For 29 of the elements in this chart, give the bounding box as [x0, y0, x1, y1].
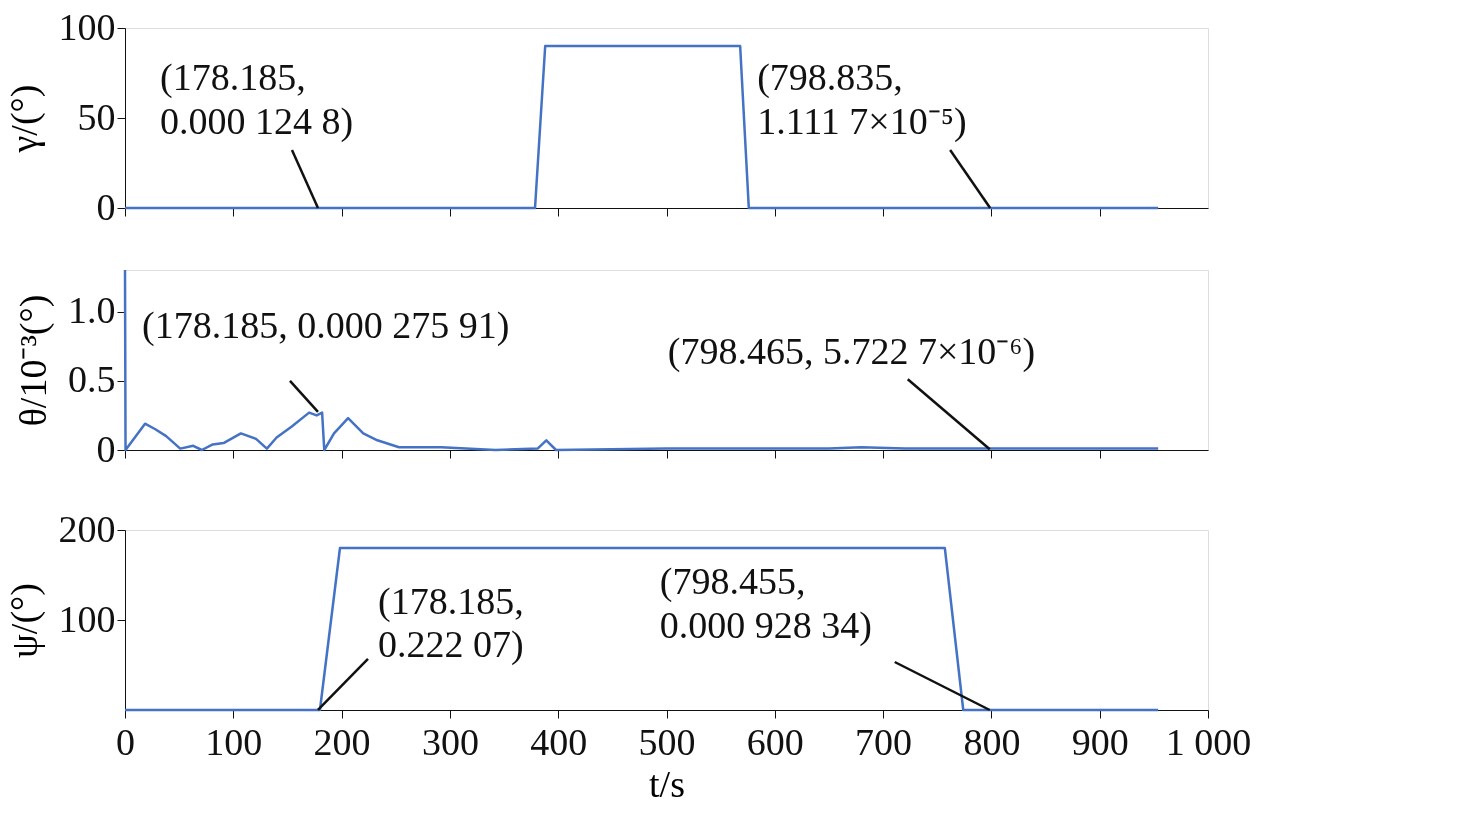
annotation: (178.185, 0.000 275 91): [141, 303, 510, 347]
annotation: (178.185, 0.222 07): [377, 579, 524, 667]
annotation: (178.185, 0.000 124 8): [159, 56, 354, 143]
annotation: (798.835, 1.111 7×10⁻⁵): [757, 56, 967, 143]
annotation: (798.465, 5.722 7×10⁻⁶): [667, 330, 1036, 374]
x-tick-label: 1 000: [1165, 720, 1252, 763]
y-tick-label: 200: [58, 507, 116, 550]
annotation: (798.455, 0.000 928 34): [659, 560, 872, 647]
y-tick-label: 50: [77, 95, 116, 138]
x-tick-label: 400: [530, 720, 588, 763]
y-tick-label: 100: [58, 597, 116, 640]
y-axis-title: ψ/(°): [2, 583, 46, 658]
x-tick-label: 600: [746, 720, 804, 763]
y-tick-label: 0: [96, 427, 116, 470]
x-tick-label: 100: [205, 720, 263, 763]
line-series: [123, 268, 1160, 452]
y-tick-label: 0: [96, 185, 116, 228]
x-tick-label: 500: [638, 720, 696, 763]
y-tick-label: 0.5: [68, 358, 116, 401]
y-tick-label: 1.0: [68, 289, 116, 332]
y-axis-title: γ/(°): [2, 84, 46, 154]
x-axis-title: t/s: [649, 762, 685, 805]
x-tick-label: 200: [313, 720, 371, 763]
x-tick-label: 800: [963, 720, 1021, 763]
x-tick-label: 700: [855, 720, 913, 763]
y-axis-title: θ/10⁻³(°): [12, 294, 55, 427]
x-tick-label: 300: [421, 720, 479, 763]
y-tick-label: 100: [58, 5, 116, 48]
x-tick-label: 900: [1071, 720, 1129, 763]
